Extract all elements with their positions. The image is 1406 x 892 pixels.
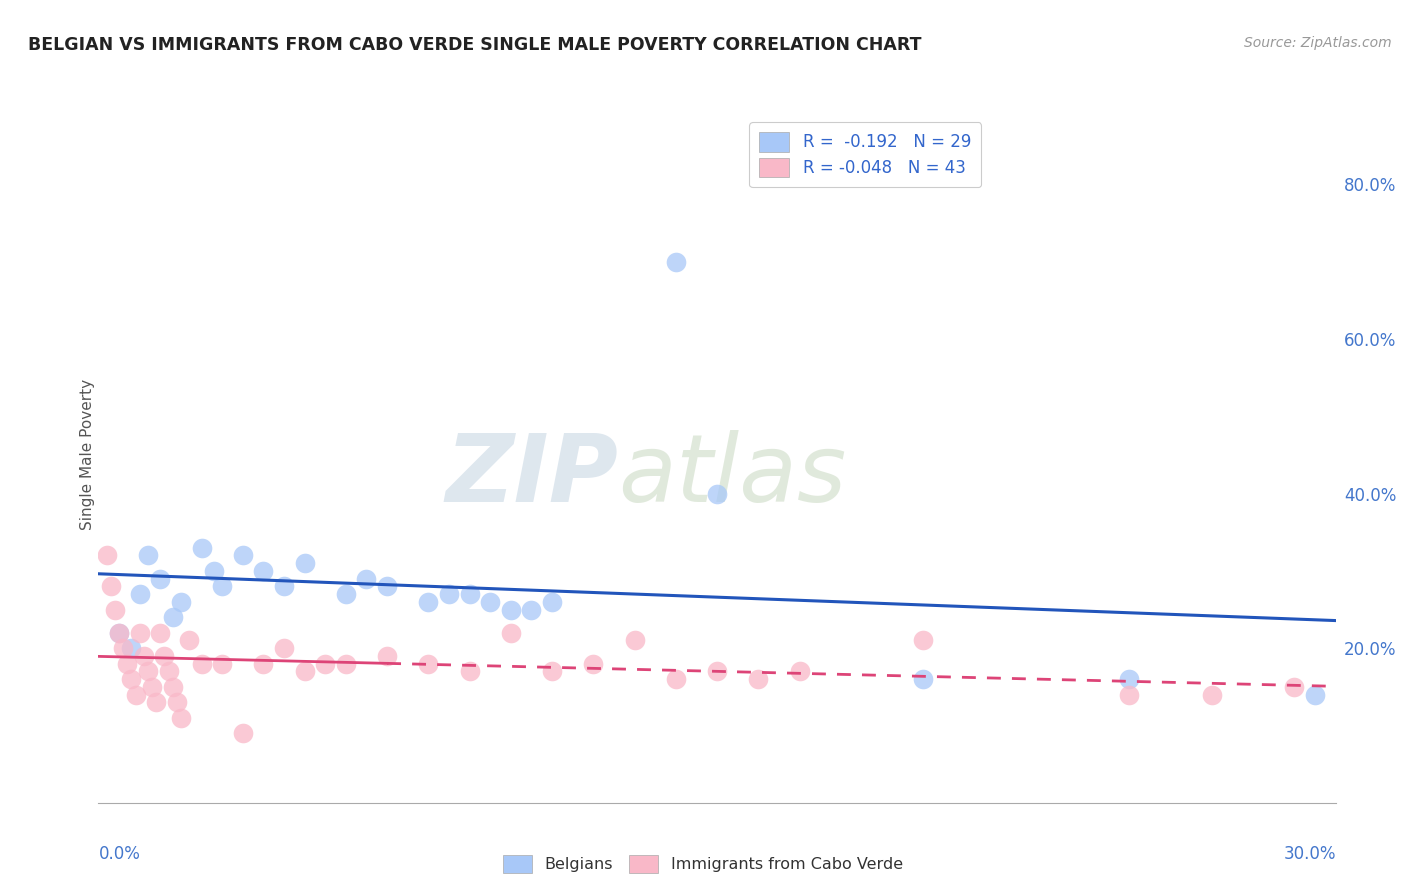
Point [100, 579, 122, 593]
Point [623, 633, 645, 648]
Text: Source: ZipAtlas.com: Source: ZipAtlas.com [1244, 36, 1392, 50]
Point [153, 648, 176, 663]
Point [789, 665, 811, 679]
Point [912, 633, 935, 648]
Point [499, 625, 522, 640]
Point [128, 625, 150, 640]
Point [520, 602, 543, 616]
Point [136, 549, 159, 563]
Point [437, 587, 460, 601]
Point [104, 602, 127, 616]
Point [211, 657, 233, 671]
Point [1118, 688, 1140, 702]
Point [665, 672, 688, 686]
Point [157, 665, 180, 679]
Point [541, 595, 564, 609]
Point [294, 665, 316, 679]
Point [162, 680, 184, 694]
Point [541, 665, 564, 679]
Point [418, 595, 440, 609]
Point [162, 610, 184, 624]
Point [141, 680, 163, 694]
Point [499, 602, 522, 616]
Point [1284, 680, 1306, 694]
Point [232, 726, 254, 740]
Point [356, 572, 378, 586]
Point [108, 625, 131, 640]
Point [252, 657, 274, 671]
Point [912, 672, 935, 686]
Point [190, 541, 212, 555]
Point [458, 587, 481, 601]
Point [112, 641, 135, 656]
Text: 0.0%: 0.0% [98, 845, 141, 863]
Point [747, 672, 769, 686]
Point [582, 657, 605, 671]
Point [232, 549, 254, 563]
Point [120, 641, 142, 656]
Point [170, 711, 193, 725]
Point [1201, 688, 1223, 702]
Point [375, 579, 398, 593]
Point [418, 657, 440, 671]
Point [136, 665, 159, 679]
Point [273, 641, 295, 656]
Point [170, 595, 193, 609]
Point [145, 695, 167, 709]
Point [117, 657, 139, 671]
Point [273, 579, 295, 593]
Point [149, 572, 172, 586]
Point [96, 549, 118, 563]
Y-axis label: Single Male Poverty: Single Male Poverty [80, 379, 94, 531]
Point [128, 587, 150, 601]
Point [1118, 672, 1140, 686]
Point [124, 688, 146, 702]
Point [375, 648, 398, 663]
Point [706, 665, 728, 679]
Point [252, 564, 274, 578]
Text: ZIP: ZIP [446, 430, 619, 522]
Point [108, 625, 131, 640]
Point [665, 254, 688, 268]
Point [335, 657, 357, 671]
Point [149, 625, 172, 640]
Point [458, 665, 481, 679]
Point [294, 556, 316, 570]
Legend: Belgians, Immigrants from Cabo Verde: Belgians, Immigrants from Cabo Verde [496, 848, 910, 880]
Point [166, 695, 188, 709]
Point [179, 633, 201, 648]
Text: 30.0%: 30.0% [1284, 845, 1336, 863]
Point [706, 486, 728, 500]
Text: atlas: atlas [619, 430, 846, 521]
Point [479, 595, 502, 609]
Point [120, 672, 142, 686]
Point [1303, 688, 1326, 702]
Point [132, 648, 155, 663]
Point [211, 579, 233, 593]
Point [190, 657, 212, 671]
Text: BELGIAN VS IMMIGRANTS FROM CABO VERDE SINGLE MALE POVERTY CORRELATION CHART: BELGIAN VS IMMIGRANTS FROM CABO VERDE SI… [28, 36, 921, 54]
Legend: R =  -0.192   N = 29, R = -0.048   N = 43: R = -0.192 N = 29, R = -0.048 N = 43 [749, 122, 981, 187]
Point [314, 657, 336, 671]
Point [335, 587, 357, 601]
Point [202, 564, 225, 578]
